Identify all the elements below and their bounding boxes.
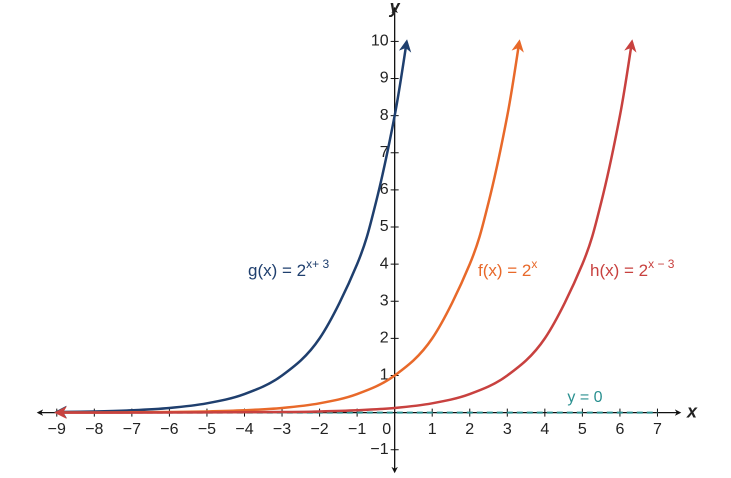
x-tick-label: −6 [160, 421, 178, 438]
curve [54, 39, 637, 419]
function-label: f(x) = 2x [478, 257, 537, 280]
y-tick-label: −1 [370, 441, 388, 458]
x-axis-label: x [686, 401, 698, 421]
y-tick-label: 9 [380, 70, 389, 87]
x-tick-label: 7 [653, 421, 662, 438]
y-axis-label: y [389, 0, 401, 17]
x-tick-label: 0 [382, 421, 391, 438]
function-name: h(x) = 2 [590, 261, 648, 280]
x-tick-label: −1 [348, 421, 366, 438]
x-tick-label: 5 [578, 421, 587, 438]
x-tick-label: 1 [428, 421, 437, 438]
asymptote-label: y = 0 [567, 389, 602, 406]
x-tick-label: 2 [465, 421, 474, 438]
function-label: h(x) = 2x − 3 [590, 257, 675, 280]
curve [54, 39, 412, 419]
function-exponent: x [531, 257, 537, 271]
function-name: g(x) = 2 [248, 261, 306, 280]
y-tick-label: 10 [371, 33, 389, 50]
curve [54, 39, 524, 419]
y-tick-label: 5 [380, 218, 389, 235]
y-tick-label: 4 [380, 255, 389, 272]
function-exponent: x − 3 [648, 257, 675, 271]
x-tick-label: −9 [48, 421, 66, 438]
x-tick-label: −5 [198, 421, 216, 438]
y-tick-label: 2 [380, 330, 389, 347]
function-name: f(x) = 2 [478, 261, 531, 280]
y-tick-label: 8 [380, 107, 389, 124]
y-tick-label: 3 [380, 292, 389, 309]
x-tick-label: −3 [273, 421, 291, 438]
x-tick-label: 4 [540, 421, 549, 438]
x-tick-label: −7 [123, 421, 141, 438]
x-tick-label: 3 [503, 421, 512, 438]
x-tick-label: −2 [310, 421, 328, 438]
function-label: g(x) = 2x+ 3 [248, 257, 329, 280]
function-exponent: x+ 3 [306, 257, 329, 271]
x-tick-label: −4 [235, 421, 253, 438]
x-tick-label: −8 [85, 421, 103, 438]
x-tick-label: 6 [615, 421, 624, 438]
